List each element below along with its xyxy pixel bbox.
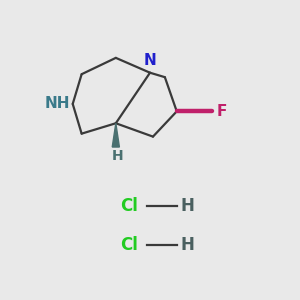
Text: H: H	[180, 236, 194, 254]
Text: H: H	[180, 197, 194, 215]
Text: N: N	[144, 53, 156, 68]
Text: Cl: Cl	[120, 197, 138, 215]
Text: NH: NH	[44, 96, 70, 111]
Text: Cl: Cl	[120, 236, 138, 254]
Text: H: H	[112, 148, 123, 163]
Text: F: F	[217, 104, 227, 119]
Polygon shape	[112, 123, 119, 147]
